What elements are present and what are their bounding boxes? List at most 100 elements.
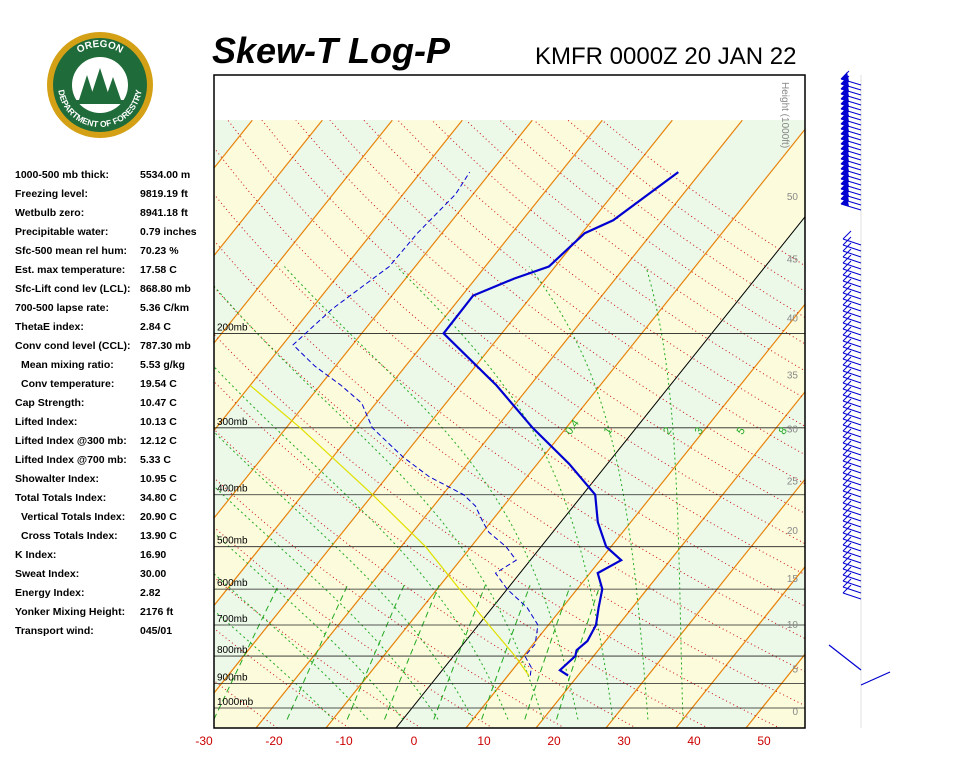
parcel-path — [249, 384, 530, 676]
wind-barb — [842, 392, 862, 408]
isotherm-line — [876, 120, 960, 740]
wind-barb — [842, 308, 862, 324]
wind-barb-feather — [842, 392, 852, 402]
wind-barb-staff — [842, 514, 862, 522]
index-value: 868.80 mb — [140, 283, 191, 295]
mixing-ratio-line — [214, 584, 279, 720]
wind-barb-feather — [842, 452, 852, 462]
wind-barb-staff — [842, 292, 862, 300]
wind-barb-staff — [842, 478, 862, 486]
wind-barb-staff — [842, 340, 862, 348]
wind-barb-staff — [842, 484, 862, 492]
pressure-label: 300mb — [217, 417, 248, 428]
wind-barb — [842, 344, 862, 360]
wind-barb-staff — [842, 382, 862, 390]
wind-barb-feather — [842, 338, 852, 348]
x-tick-label: -20 — [265, 734, 283, 748]
wind-barb-feather — [842, 260, 852, 270]
wind-barb — [842, 296, 862, 312]
index-label: Precipitable water: — [15, 226, 109, 238]
x-tick-label: 30 — [617, 734, 631, 748]
index-label: K Index: — [15, 549, 57, 561]
pressure-label: 900mb — [217, 672, 248, 683]
wind-barb-feather — [842, 344, 852, 354]
wind-barb-staff — [842, 262, 862, 270]
height-tick-label: 35 — [787, 370, 799, 381]
wind-barb-staff — [842, 520, 862, 528]
wind-barb — [842, 266, 862, 282]
logo-top-text: OREGON — [75, 39, 125, 56]
temperature-profile — [442, 171, 679, 677]
wind-barb-low — [828, 644, 862, 671]
wind-barb-feather — [842, 398, 852, 408]
oregon-forestry-logo: OREGON DEPARTMENT OF FORESTRY — [47, 32, 153, 138]
wind-barb — [842, 518, 862, 534]
index-row: Sfc-Lift cond lev (LCL): 868.80 mb — [15, 281, 215, 300]
wind-barb-feather — [842, 236, 852, 246]
wind-barb-feather — [842, 572, 852, 582]
wind-barb — [842, 422, 862, 438]
height-tick-label: 30 — [787, 425, 799, 436]
index-value: 12.12 C — [140, 435, 177, 447]
index-value: 5534.00 m — [140, 169, 191, 181]
wind-barb — [842, 386, 862, 402]
wind-barb-staff — [842, 490, 862, 498]
wind-barb-staff — [842, 544, 862, 552]
wind-barb-feather — [842, 440, 852, 450]
x-tick-label: 50 — [757, 734, 771, 748]
index-value: 8941.18 ft — [140, 207, 188, 219]
mixing-ratio-line — [481, 585, 531, 720]
wind-barb-staff — [842, 334, 862, 342]
isotherm-line — [535, 390, 805, 728]
index-value: 5.36 C/km — [140, 302, 190, 314]
wind-barb — [842, 584, 862, 600]
wind-barb-staff — [842, 352, 862, 360]
wind-barb-staff — [842, 358, 862, 366]
plot-frame — [213, 74, 806, 729]
wind-barb-feather — [842, 446, 852, 456]
wind-barb-staff — [842, 412, 862, 420]
wind-barb — [842, 248, 862, 264]
mixing-ratio-label: 1 — [602, 425, 615, 437]
wind-barb-feather — [842, 422, 852, 432]
index-row: Conv temperature: 19.54 C — [15, 376, 215, 395]
pressure-label: 200mb — [217, 322, 248, 333]
wind-barb-staff — [842, 592, 862, 600]
index-value: 10.47 C — [140, 397, 177, 409]
wind-barb — [842, 476, 862, 492]
wind-barb-staff — [842, 568, 862, 576]
index-row: Vertical Totals Index: 20.90 C — [15, 509, 215, 528]
wind-barb-feather — [842, 332, 852, 342]
index-row: Conv cond level (CCL): 787.30 mb — [15, 338, 215, 357]
wind-barb — [842, 446, 862, 462]
wind-barb — [842, 542, 862, 558]
wind-barb-feather — [842, 362, 852, 372]
index-label: Transport wind: — [15, 625, 94, 637]
wind-barb-staff — [842, 460, 862, 468]
index-value: 787.30 mb — [140, 340, 191, 352]
wind-barb — [842, 428, 862, 444]
wind-barb-staff — [842, 256, 862, 264]
index-row: ThetaE index: 2.84 C — [15, 319, 215, 338]
wind-barb-staff — [842, 376, 862, 384]
isotherm-band — [0, 120, 182, 740]
height-tick-label: 25 — [787, 476, 799, 487]
index-value: 10.13 C — [140, 416, 177, 428]
mixing-ratio-label: 2 — [661, 425, 674, 437]
wind-barb — [842, 278, 862, 294]
wind-barb — [842, 350, 862, 366]
wind-barb — [842, 242, 862, 258]
index-row: Sweat Index: 30.00 — [15, 566, 215, 585]
wind-barb-column — [828, 70, 891, 728]
wind-barb-feather — [842, 548, 852, 558]
index-value: 17.58 C — [140, 264, 177, 276]
wind-barb-feather — [842, 464, 852, 474]
wind-barb — [842, 338, 862, 354]
index-value: 16.90 — [140, 549, 167, 561]
isotherm-band — [0, 120, 42, 740]
index-row: 700-500 lapse rate: 5.36 C/km — [15, 300, 215, 319]
index-value: 2.84 C — [140, 321, 171, 333]
index-row: Cap Strength: 10.47 C — [15, 395, 215, 414]
wind-barb-staff — [840, 203, 862, 211]
